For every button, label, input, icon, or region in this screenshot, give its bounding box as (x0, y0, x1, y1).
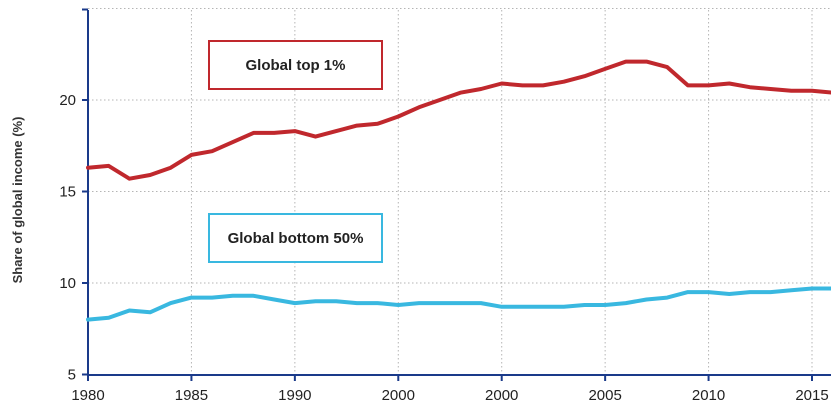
y-tick-label: 5 (68, 367, 76, 384)
series-line-top-1pct (86, 59, 831, 181)
x-tick-label: 1980 (71, 387, 104, 404)
annotation-box (208, 40, 383, 90)
y-tick-label: 10 (59, 275, 76, 292)
x-tick-label: 2010 (692, 387, 725, 404)
y-axis-label: Share of global income (%) (10, 117, 25, 284)
series-line-bottom-50pct (86, 286, 831, 322)
annotation-bottom-50pct: Global bottom 50% (208, 213, 383, 263)
annotation-top-1pct: Global top 1% (208, 40, 383, 90)
annotation-label: Global top 1% (245, 57, 345, 74)
grid (88, 8, 831, 375)
annotation-label: Global bottom 50% (228, 230, 364, 247)
annotations: Global top 1% Global bottom 50% (208, 40, 383, 263)
x-tick-label: 2015 (795, 387, 828, 404)
axes (87, 10, 831, 376)
x-tick-label: 2000 (485, 387, 518, 404)
y-tick-label: 20 (59, 92, 76, 109)
annotation-box (208, 213, 383, 263)
y-tick-label: 15 (59, 184, 76, 201)
x-tick-label: 2005 (588, 387, 621, 404)
x-tick-label: 2000 (382, 387, 415, 404)
x-ticks: 1980 1985 1990 2000 2000 2005 2010 2015 (71, 375, 829, 404)
y-ticks: 5 10 15 20 (59, 8, 88, 384)
x-tick-label: 1990 (278, 387, 311, 404)
series (86, 59, 831, 322)
x-tick-label: 1985 (175, 387, 208, 404)
